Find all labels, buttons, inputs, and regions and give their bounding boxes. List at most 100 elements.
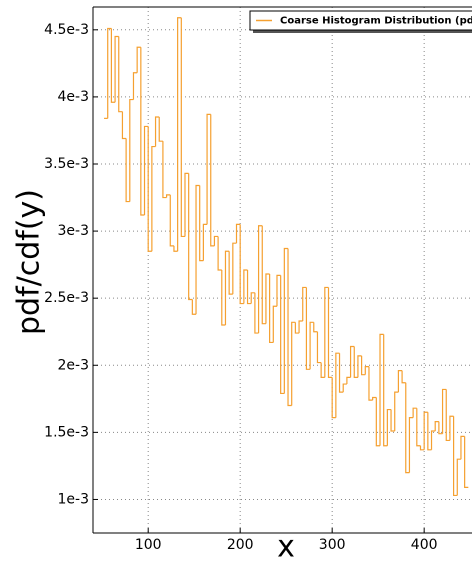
histogram-step	[177, 17, 182, 252]
x-tick-label: 100	[135, 537, 162, 553]
histogram-step	[287, 248, 292, 407]
histogram-step	[272, 305, 277, 343]
histogram-step	[132, 72, 138, 100]
histogram-step	[151, 145, 156, 252]
histogram-step	[213, 235, 219, 246]
histogram-step	[316, 331, 322, 364]
histogram-step	[250, 292, 255, 304]
histogram-step	[456, 458, 461, 496]
histogram-step	[361, 355, 366, 376]
legend-box	[249, 10, 472, 31]
histogram-step	[246, 270, 252, 305]
histogram-step	[427, 412, 432, 451]
histogram-step	[423, 411, 428, 450]
histogram-step	[232, 242, 237, 295]
histogram-step	[379, 333, 384, 446]
y-tick-label: 2.5e-3	[44, 290, 89, 306]
y-tick-label: 3e-3	[58, 223, 89, 239]
histogram-step	[140, 47, 145, 216]
histogram-step	[235, 223, 241, 244]
histogram-step	[188, 173, 193, 301]
histogram-step	[320, 362, 325, 378]
histogram-step	[298, 320, 303, 334]
histogram-step	[324, 286, 329, 378]
legend-label: Coarse Histogram Distribution (pdf)	[280, 16, 472, 27]
histogram-step	[114, 35, 119, 103]
x-tick-label: 400	[411, 537, 438, 553]
histogram-step	[383, 334, 388, 447]
histogram-step	[438, 421, 443, 435]
histogram-step	[217, 236, 222, 271]
histogram-step	[184, 172, 189, 237]
histogram-step	[107, 27, 112, 119]
histogram-step	[136, 46, 141, 73]
histogram-step	[110, 28, 116, 103]
x-tick-label: 200	[227, 537, 254, 553]
histogram-step	[199, 185, 204, 262]
histogram-step	[386, 408, 392, 446]
histogram-step	[309, 321, 314, 370]
histogram-step	[239, 224, 244, 305]
histogram-step	[453, 416, 458, 497]
histogram-step	[375, 397, 381, 447]
histogram-step	[202, 223, 208, 261]
histogram-step	[460, 435, 465, 460]
histogram-step	[434, 421, 439, 432]
histogram-step	[364, 366, 369, 375]
histogram-step	[283, 247, 289, 394]
histogram-step	[368, 366, 373, 401]
x-tick-label: 300	[319, 537, 346, 553]
y-tick-label: 3.5e-3	[44, 156, 89, 172]
histogram-step	[412, 407, 417, 418]
histogram-step	[254, 292, 259, 334]
histogram-step	[346, 376, 351, 385]
histogram-step	[165, 194, 171, 198]
histogram-step	[408, 417, 414, 473]
histogram-step	[302, 286, 307, 321]
histogram-step	[357, 355, 362, 378]
histogram-step	[195, 184, 200, 315]
histogram-step	[158, 117, 163, 142]
histogram-step	[441, 388, 447, 434]
histogram-step	[313, 322, 318, 333]
histogram-step	[173, 245, 178, 252]
histogram-step	[265, 273, 270, 324]
histogram-step	[338, 353, 344, 393]
histogram-step	[280, 275, 285, 395]
y-axis-label: pdf/cdf(y)	[12, 189, 47, 335]
histogram-step	[261, 225, 266, 325]
y-tick-label: 4e-3	[58, 89, 89, 105]
histogram-step	[276, 274, 281, 307]
y-tick-label: 1.5e-3	[44, 424, 89, 440]
histogram-step	[353, 346, 358, 378]
histogram-step	[228, 251, 233, 295]
histogram-step	[169, 194, 174, 247]
histogram-step	[449, 415, 454, 441]
histogram-step	[162, 141, 167, 199]
histogram-step	[416, 408, 421, 447]
histogram-step	[305, 287, 311, 370]
histogram-step	[464, 436, 469, 488]
histogram-step	[269, 274, 274, 344]
y-tick-label: 2e-3	[58, 357, 89, 373]
histogram-step	[372, 396, 377, 401]
histogram-step	[118, 36, 123, 113]
histogram-step	[180, 17, 185, 238]
histogram-step	[327, 287, 333, 378]
histogram-step	[191, 299, 197, 315]
histogram-step	[390, 409, 395, 432]
histogram-step	[349, 345, 355, 378]
histogram-step	[405, 382, 410, 474]
histogram-step	[147, 126, 152, 252]
histogram-step	[210, 114, 215, 247]
histogram-step	[121, 111, 127, 140]
histogram-step	[257, 225, 263, 334]
histogram-step	[224, 250, 230, 326]
histogram-step	[291, 321, 296, 406]
histogram-step	[430, 430, 436, 450]
histogram-step	[129, 98, 134, 202]
y-tick-label: 1e-3	[58, 491, 89, 507]
histogram-step	[419, 445, 425, 451]
histogram-step	[294, 322, 300, 334]
